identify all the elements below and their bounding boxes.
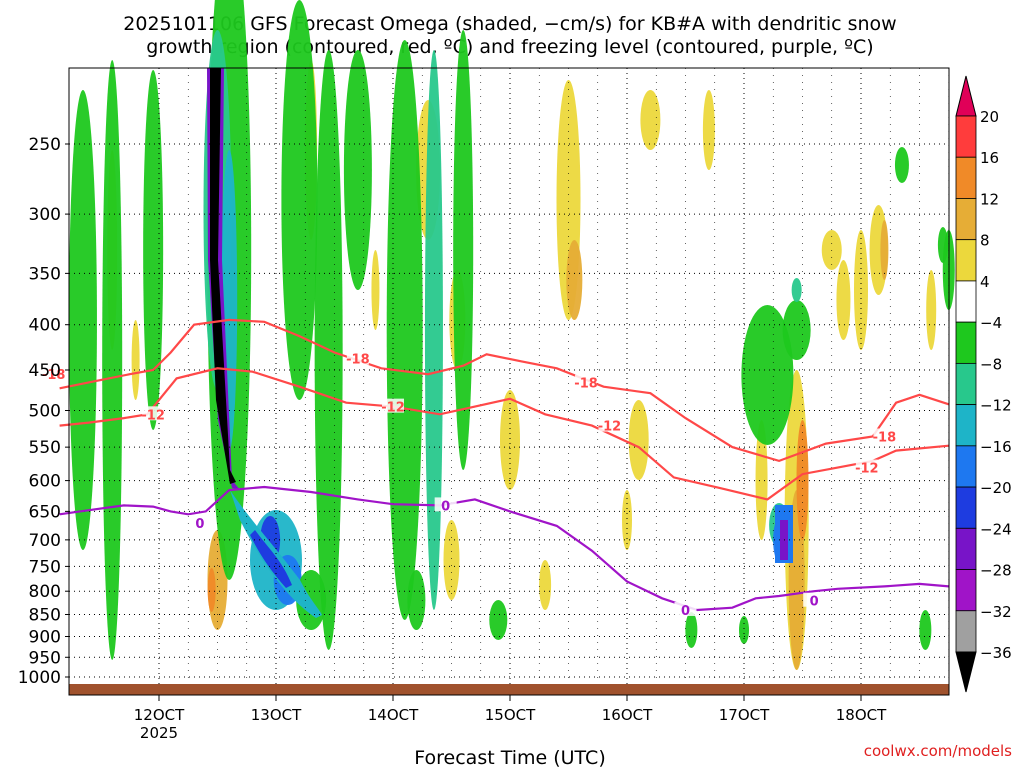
contour-label-bg	[188, 515, 211, 530]
contour-label: -18	[346, 353, 370, 368]
colorbar-swatch	[955, 486, 977, 529]
colorbar-swatch	[955, 362, 977, 406]
colorbar-arrow-bottom	[955, 651, 977, 693]
x-tick-label: 14OCT	[368, 706, 419, 724]
contour-label-bg	[598, 417, 621, 432]
colorbar-label: −8	[980, 355, 1002, 373]
contour-label: -12	[141, 408, 165, 423]
contour-label-bg	[575, 374, 598, 389]
x-tick-label: 12OCT	[134, 706, 185, 724]
y-tick-label: 300	[29, 205, 61, 225]
contour-label-bg	[855, 459, 878, 474]
y-tick-label: 600	[29, 472, 61, 492]
y-tick-label: 750	[29, 557, 61, 577]
y-tick-label: 250	[29, 135, 61, 155]
colorbar-label: 8	[980, 232, 990, 250]
y-axis: 2503003504004505005506006507007508008509…	[18, 135, 69, 688]
contour-label-bg	[42, 366, 65, 381]
contour-label: -18	[42, 368, 66, 383]
contour-lines: -18 -18 -18 -18 -12 -12 -12 -12 0 0 0 0	[42, 318, 950, 619]
colorbar-label: −4	[980, 314, 1002, 332]
y-tick-label: 450	[29, 361, 61, 381]
contour-label-bg	[803, 592, 826, 607]
colorbar-swatch	[955, 156, 977, 199]
y-tick-label: 550	[29, 438, 61, 458]
colorbar-swatch	[955, 610, 977, 653]
contour-label: 0	[681, 604, 690, 619]
x-tick-label: 17OCT	[719, 706, 770, 724]
colorbar-swatch	[955, 527, 977, 570]
colorbar-swatch	[955, 445, 977, 488]
contour-label: 0	[441, 499, 450, 514]
colorbar-swatch	[955, 239, 977, 282]
contour-label-bg	[873, 428, 896, 443]
omega-shading	[68, 0, 955, 670]
contour-label: 0	[810, 595, 819, 610]
y-tick-label: 1000	[18, 668, 61, 688]
colorbar-label: −28	[980, 562, 1012, 580]
chart-title-line2: growth region (contoured, red, ºC) and f…	[146, 36, 873, 58]
contour-label: -18	[873, 431, 897, 446]
y-tick-label: 500	[29, 402, 61, 422]
credit-text: coolwx.com/models	[864, 742, 1012, 760]
x-tick-label: 16OCT	[602, 706, 653, 724]
colorbar-label: 4	[980, 273, 990, 291]
x-tick-sublabel: 2025	[140, 724, 178, 742]
contour-label-bg	[382, 398, 404, 413]
colorbar: 20 16 12 8 4 −4 −8 −12 −16 −20 −24 −28 −32 −36	[955, 75, 1012, 693]
colorbar-label: −24	[980, 520, 1012, 538]
y-tick-label: 700	[29, 531, 61, 551]
y-tick-label: 800	[29, 582, 61, 602]
contour-label: -12	[598, 420, 622, 435]
colorbar-label: −36	[980, 644, 1012, 662]
contour-label-bg	[346, 350, 369, 365]
colorbar-label: −20	[980, 479, 1012, 497]
x-tick-label: 18OCT	[836, 706, 887, 724]
terrain-strip	[69, 684, 949, 695]
contour-label: -12	[855, 462, 879, 477]
plot-frame	[68, 67, 950, 696]
contour-label-bg	[434, 497, 457, 512]
y-tick-label: 400	[29, 316, 61, 336]
contour-line-2	[59, 485, 949, 612]
colorbar-label: 20	[980, 108, 999, 126]
colorbar-arrow-top	[955, 75, 977, 117]
contour-label-bg	[674, 601, 697, 616]
y-tick-label: 650	[29, 502, 61, 522]
colorbar-label: −16	[980, 438, 1012, 456]
contour-line-0	[59, 318, 950, 463]
y-tick-label: 350	[29, 264, 61, 284]
colorbar-swatch	[955, 280, 977, 323]
x-tick-label: 13OCT	[251, 706, 302, 724]
contour-label: -12	[381, 401, 405, 416]
colorbar-swatch	[955, 321, 977, 364]
colorbar-label: 12	[980, 190, 999, 208]
x-tick-label: 15OCT	[485, 706, 536, 724]
colorbar-label: −12	[980, 397, 1012, 415]
x-axis-label: Forecast Time (UTC)	[414, 747, 605, 768]
chart-title-line1: 2025101106 GFS Forecast Omega (shaded, −…	[123, 13, 896, 35]
contour-label: -18	[574, 377, 598, 392]
contour-label-bg	[142, 406, 165, 421]
y-tick-label: 950	[29, 648, 61, 668]
y-tick-label: 850	[29, 606, 61, 626]
contour-line-1	[59, 367, 949, 501]
colorbar-label: 16	[980, 149, 999, 167]
y-tick-label: 900	[29, 627, 61, 647]
colorbar-swatch	[955, 115, 977, 158]
colorbar-swatch	[955, 404, 977, 447]
colorbar-label: −32	[980, 603, 1012, 621]
colorbar-swatch	[955, 569, 977, 612]
colorbar-swatch	[955, 198, 977, 241]
contour-label: 0	[195, 517, 204, 532]
